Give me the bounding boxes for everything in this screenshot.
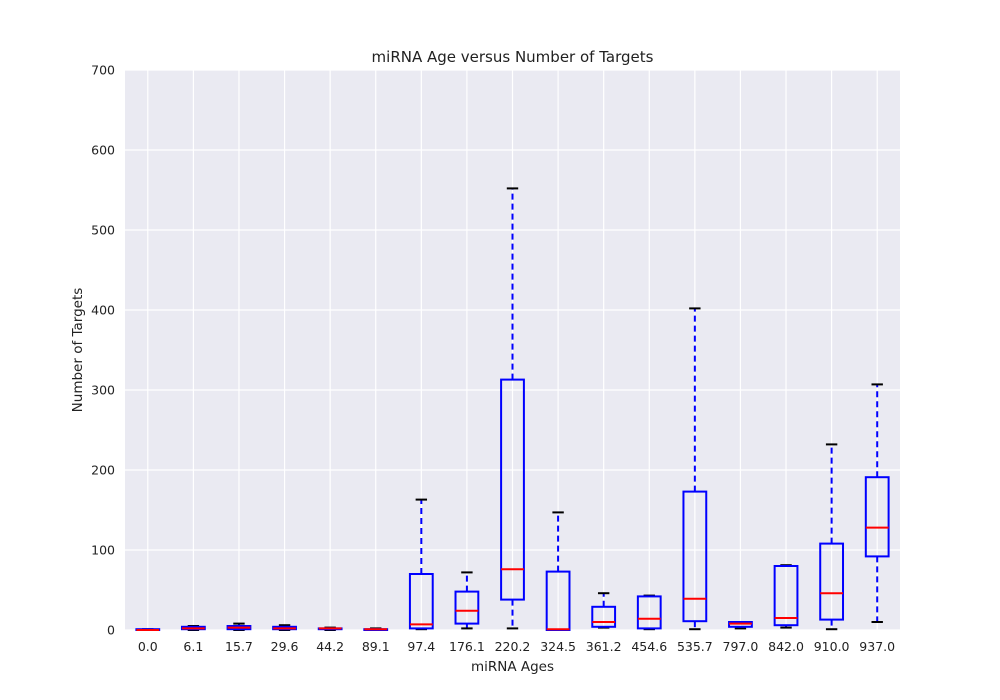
x-tick-label: 454.6 <box>631 639 667 654</box>
grid-lines <box>125 69 900 631</box>
x-axis-label: miRNA Ages <box>471 659 554 675</box>
box-iqr <box>819 542 845 621</box>
y-tick-label: 700 <box>91 63 115 78</box>
x-tick-labels: 0.0 6.1 15.7 29.6 44.2 89.1 97.4 176.1 220.2 324.… <box>138 639 895 654</box>
box-454.6 <box>636 594 662 631</box>
box-0.0 <box>135 628 161 632</box>
box-176.1 <box>454 571 480 630</box>
boxes <box>135 187 890 632</box>
box-220.2 <box>500 187 525 630</box>
y-tick-label: 200 <box>91 463 115 478</box>
x-tick-label: 937.0 <box>859 639 895 654</box>
box-iqr <box>773 565 799 627</box>
y-tick-labels: 0 100 200 300 400 500 600 700 <box>91 63 115 638</box>
x-tick-label: 842.0 <box>768 639 804 654</box>
box-97.4 <box>408 498 434 631</box>
box-842.0 <box>773 564 799 629</box>
y-tick-label: 500 <box>91 223 115 238</box>
box-910.0 <box>819 443 845 631</box>
x-tick-label: 15.7 <box>225 639 253 654</box>
x-tick-label: 324.5 <box>540 639 576 654</box>
y-tick-label: 400 <box>91 303 115 318</box>
x-tick-label: 29.6 <box>271 639 299 654</box>
x-tick-label: 89.1 <box>362 639 390 654</box>
y-axis-label: Number of Targets <box>70 288 86 413</box>
box-iqr <box>682 490 708 623</box>
box-iqr <box>864 476 890 558</box>
x-tick-label: 0.0 <box>138 639 158 654</box>
box-6.1 <box>180 625 206 631</box>
box-29.6 <box>272 624 297 631</box>
x-tick-label: 97.4 <box>407 639 435 654</box>
box-iqr <box>408 573 434 630</box>
y-tick-label: 600 <box>91 143 115 158</box>
x-tick-label: 910.0 <box>814 639 850 654</box>
x-tick-label: 6.1 <box>183 639 203 654</box>
box-44.2 <box>317 626 343 631</box>
box-797.0 <box>728 621 753 630</box>
y-tick-label: 100 <box>91 543 115 558</box>
x-tick-label: 361.2 <box>586 639 622 654</box>
x-tick-label: 797.0 <box>723 639 759 654</box>
x-tick-label: 44.2 <box>316 639 344 654</box>
box-iqr <box>636 595 662 630</box>
box-iqr <box>591 605 617 628</box>
y-tick-label: 0 <box>107 623 115 638</box>
box-937.0 <box>864 383 890 623</box>
x-tick-label: 176.1 <box>449 639 485 654</box>
box-iqr <box>454 590 480 625</box>
box-89.1 <box>363 627 389 632</box>
x-tick-label: 535.7 <box>677 639 713 654</box>
chart-title: miRNA Age versus Number of Targets <box>372 48 654 66</box>
box-iqr <box>500 378 525 601</box>
x-tick-label: 220.2 <box>495 639 531 654</box>
y-tick-label: 300 <box>91 383 115 398</box>
box-535.7 <box>682 307 708 631</box>
box-15.7 <box>226 622 252 631</box>
box-324.5 <box>545 511 571 631</box>
box-361.2 <box>591 592 617 629</box>
